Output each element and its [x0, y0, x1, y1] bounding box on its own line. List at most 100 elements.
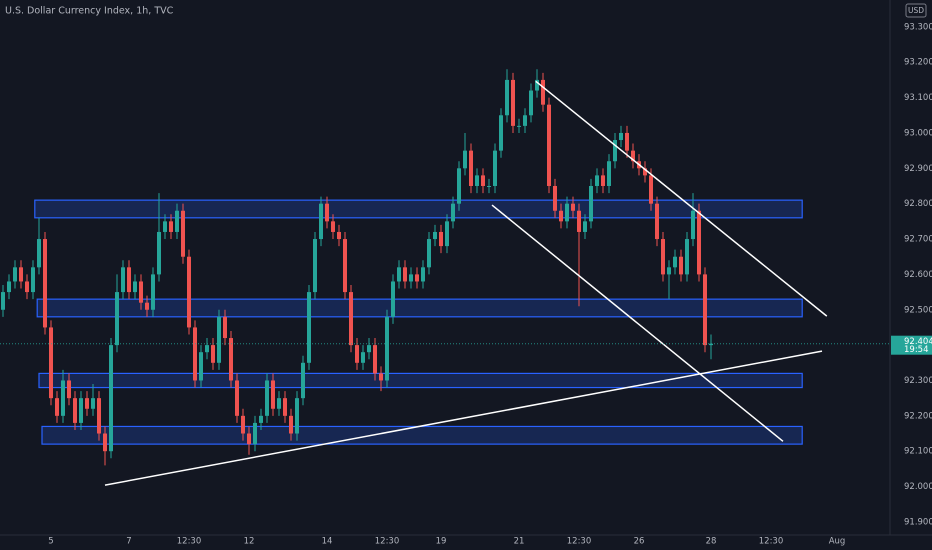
plot	[0, 69, 890, 486]
y-tick-label: 92.300	[904, 376, 932, 386]
candle-body	[73, 398, 77, 423]
candle-body	[367, 345, 371, 353]
zone	[41, 425, 803, 445]
candle-body	[523, 115, 527, 126]
candle-body	[337, 231, 341, 240]
x-tick-label: 12:30	[375, 537, 400, 547]
candle-body	[85, 398, 89, 409]
candle-body	[25, 281, 29, 293]
candle-body	[49, 327, 53, 399]
x-tick-label: 5	[48, 537, 53, 547]
candle-body	[169, 221, 173, 232]
y-tick-label: 92.900	[904, 164, 932, 174]
candle-body	[289, 415, 293, 434]
candle-body	[151, 274, 155, 310]
candle-body	[661, 239, 665, 275]
candle-body	[517, 125, 521, 127]
candle-body	[313, 239, 317, 293]
candle-body	[253, 422, 257, 445]
candle-body	[157, 231, 161, 275]
candle-body	[175, 210, 179, 232]
candle-body	[481, 175, 485, 186]
candle-body	[43, 239, 47, 328]
candle-body	[301, 362, 305, 399]
candle-body	[529, 90, 533, 116]
candle-body	[679, 256, 683, 275]
candle-body	[625, 132, 629, 151]
x-tick-label: 19	[436, 537, 447, 547]
candle-body	[433, 231, 437, 240]
candle-body	[133, 281, 137, 293]
candle-body	[31, 267, 35, 293]
candle-body	[187, 256, 191, 328]
candle-body	[475, 175, 479, 186]
last-price-box	[891, 335, 932, 355]
candle-body	[193, 327, 197, 381]
y-tick-label: 92.600	[904, 270, 932, 280]
trendline	[104, 350, 823, 486]
candle-body	[235, 380, 239, 416]
candle-body	[163, 221, 167, 232]
candle-body	[493, 150, 497, 186]
candle-body	[355, 345, 359, 363]
candle-body	[145, 302, 149, 310]
candle-body	[109, 345, 113, 452]
candle-body	[223, 316, 227, 339]
x-tick-label: 14	[322, 537, 333, 547]
x-tick-label: 7	[126, 537, 131, 547]
candle-body	[283, 398, 287, 416]
x-tick-label: 12	[244, 537, 255, 547]
candle-body	[265, 380, 269, 416]
candle-body	[19, 267, 23, 282]
y-tick-label: 92.700	[904, 235, 932, 245]
candle-body	[67, 380, 71, 399]
candle-body	[205, 345, 209, 353]
candle-body	[649, 175, 653, 204]
candle-body	[217, 316, 221, 363]
candle-body	[499, 115, 503, 151]
x-tick-label: Aug	[829, 537, 846, 547]
candle-body	[55, 398, 59, 416]
last-price-label: 92.404	[904, 337, 932, 347]
candle-body	[79, 398, 83, 423]
candle-body	[505, 79, 509, 116]
candle-body	[61, 380, 65, 416]
candle-body	[415, 274, 419, 282]
candle-body	[673, 256, 677, 268]
candle-body	[427, 239, 431, 268]
candle-body	[115, 292, 119, 346]
candle-body	[343, 239, 347, 293]
x-tick-label: 12:30	[567, 537, 592, 547]
y-tick-label: 92.200	[904, 411, 932, 421]
candle-body	[199, 352, 203, 381]
candle-body	[361, 352, 365, 363]
candle-body	[631, 150, 635, 162]
x-tick-label: 26	[634, 537, 645, 547]
candle-body	[403, 267, 407, 282]
candle-body	[181, 210, 185, 257]
candle-body	[37, 239, 41, 268]
candle-body	[619, 132, 623, 141]
zone	[36, 298, 803, 318]
candle-body	[97, 398, 101, 434]
candle-body	[271, 380, 275, 409]
candle-body	[445, 221, 449, 247]
candle-body	[607, 161, 611, 186]
candle-body	[451, 203, 455, 222]
x-tick-label: 12:30	[177, 537, 202, 547]
y-tick-label: 92.000	[904, 482, 932, 492]
candle-body	[595, 175, 599, 186]
candle-body	[295, 398, 299, 434]
candle-body	[13, 267, 17, 282]
candle-body	[397, 267, 401, 282]
candle-body	[409, 274, 413, 282]
candle-body	[247, 433, 251, 445]
y-tick-label: 93.200	[904, 58, 932, 68]
candle-body	[535, 79, 539, 91]
zone	[34, 199, 803, 219]
candle-body	[1, 292, 5, 310]
candle-body	[601, 175, 605, 186]
candle-body	[391, 281, 395, 317]
